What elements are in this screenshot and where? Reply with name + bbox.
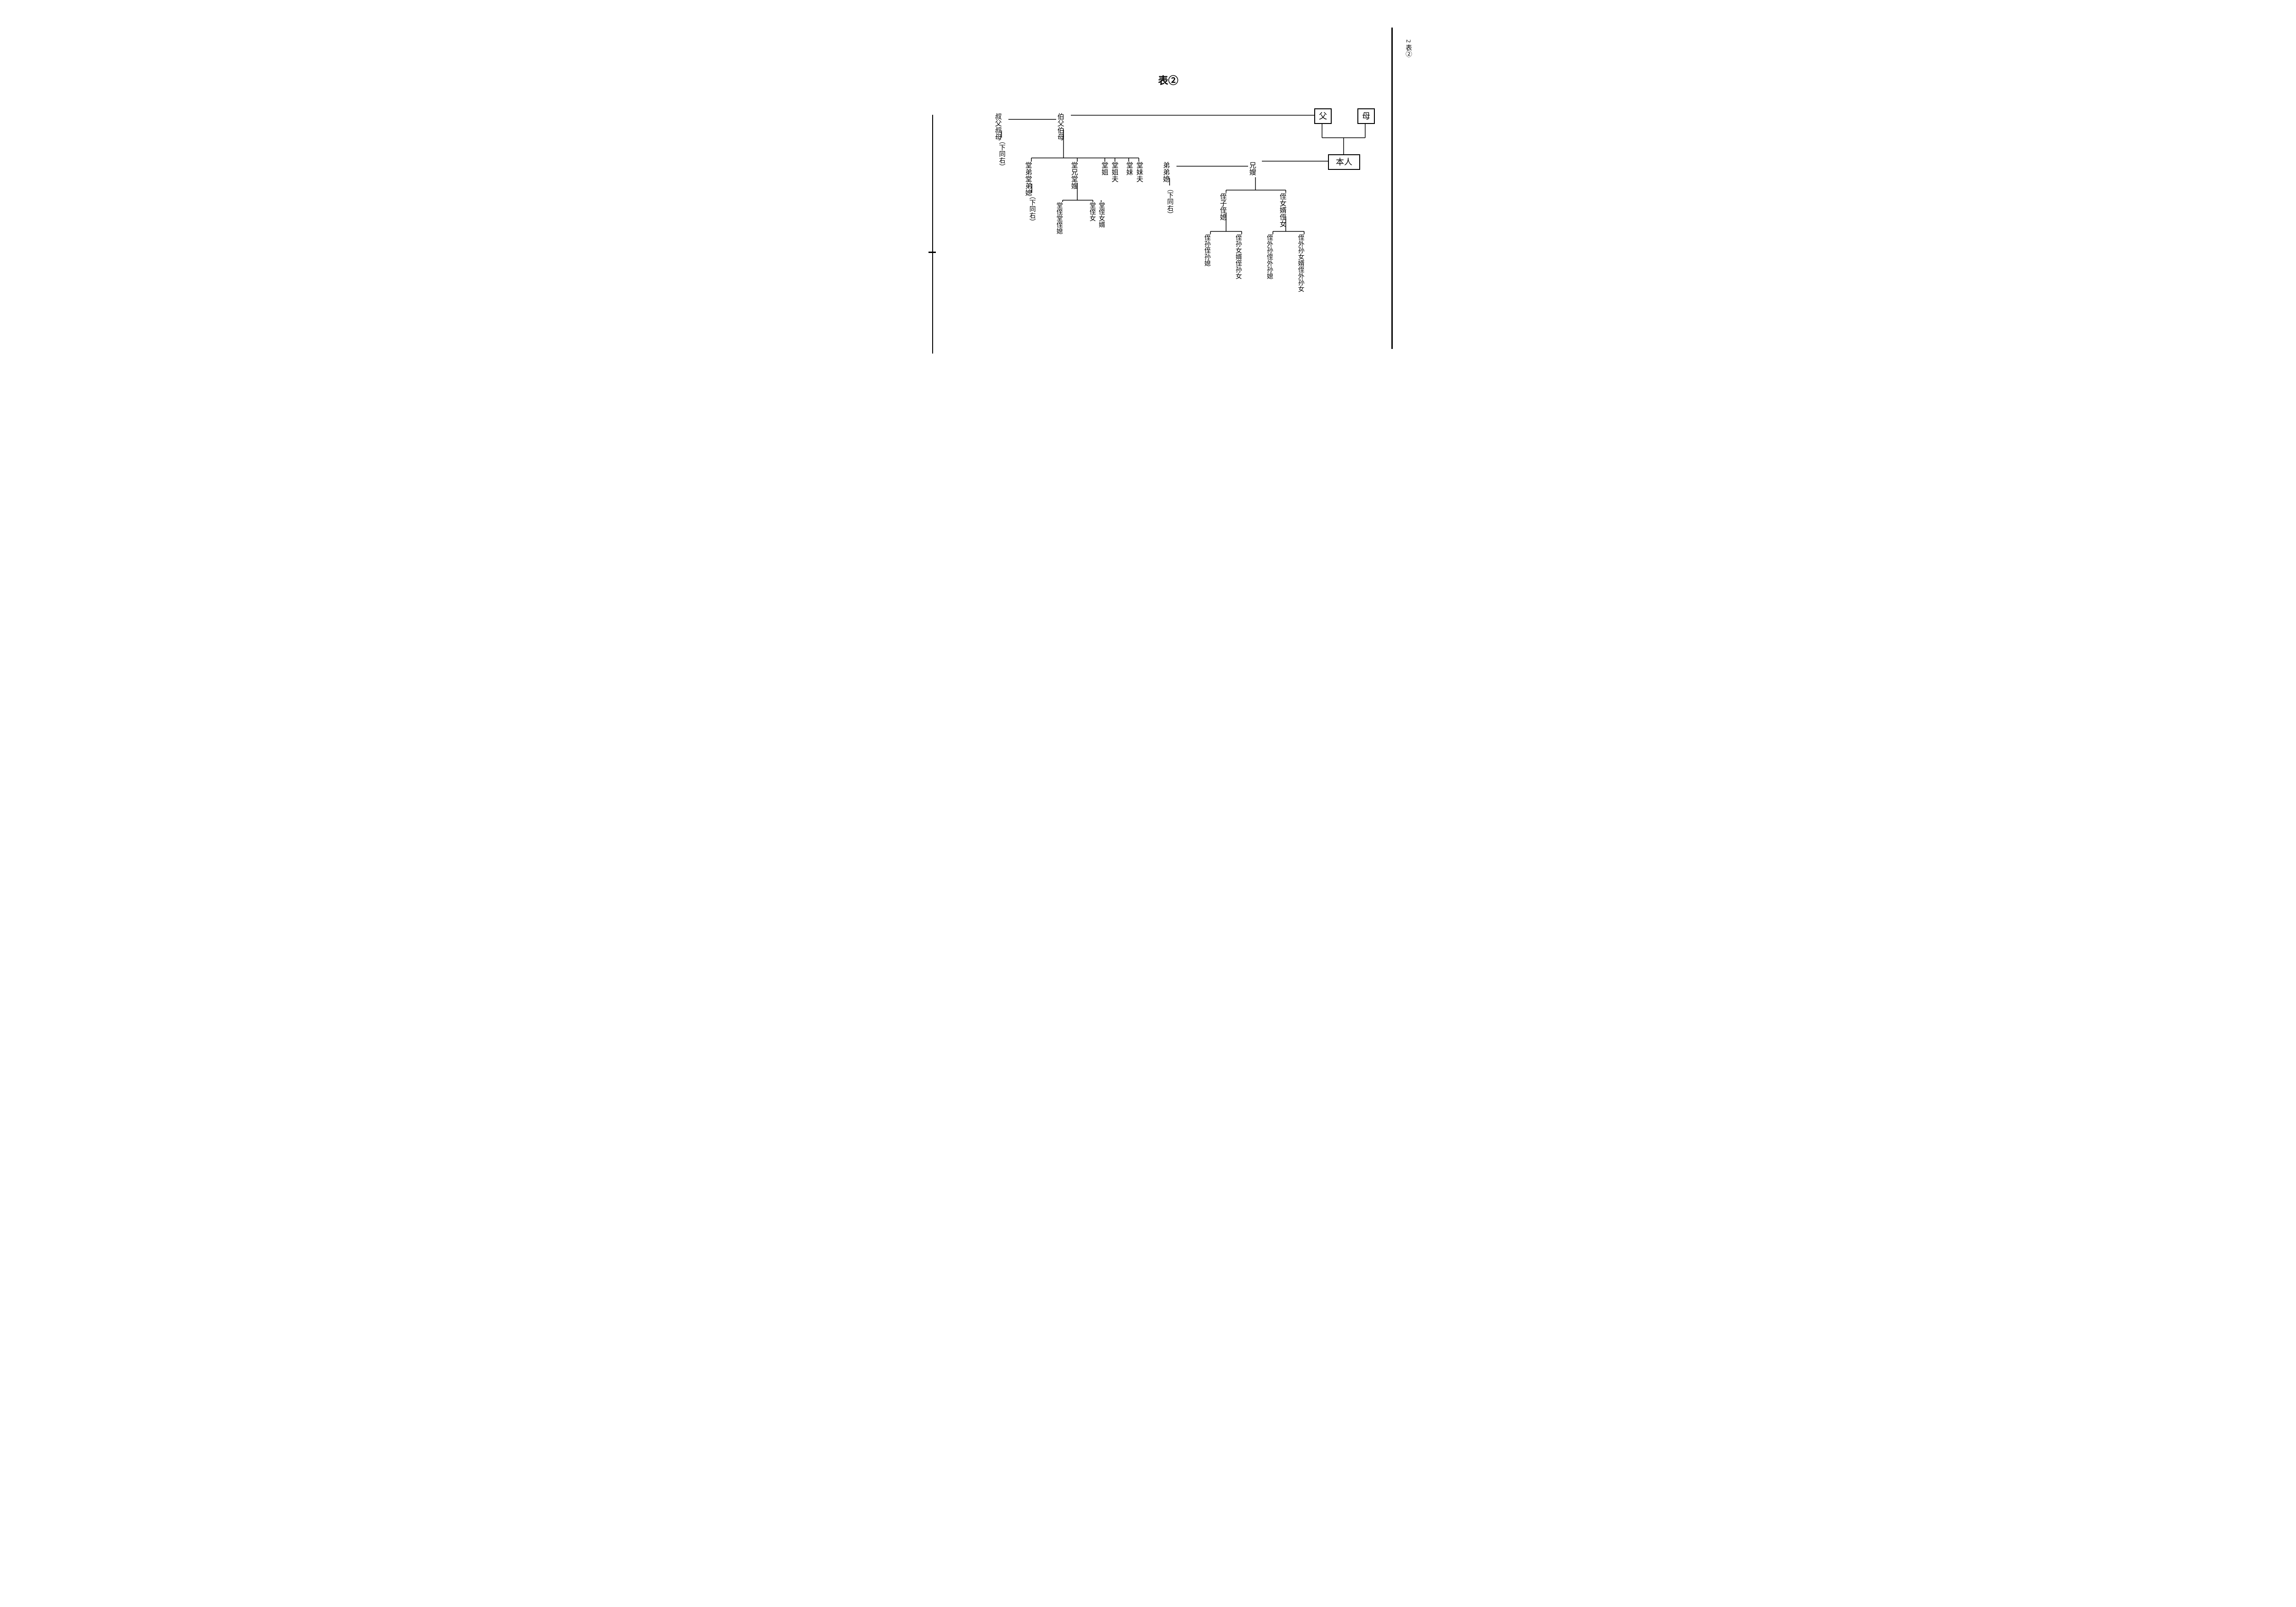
label-tang_jiefu-col: 堂姐夫 xyxy=(1110,162,1118,182)
label-tang_zhinuxu-col: 堂侄女婿 xyxy=(1097,202,1104,228)
label-zhiwaisunnu-col: 侄外孙女婿 xyxy=(1297,234,1304,266)
label-zhisun-col: 侄孙媳 xyxy=(1203,247,1210,266)
label-tang_zhi-col: 堂侄媳 xyxy=(1055,215,1062,234)
label-tang_jie-col: 堂姐 xyxy=(1100,162,1108,175)
label-tang_zhinu-col: 堂侄女 xyxy=(1088,202,1095,221)
label-tang_jie: 堂姐 xyxy=(1100,162,1108,175)
label-zhinu: 侄女婿侄女 xyxy=(1278,193,1286,227)
label-tangdi_note-col: ︵下同右︶ xyxy=(1028,193,1035,225)
label-shufu_note-col: ︵下同右︶ xyxy=(998,138,1005,170)
label-tang_di-col: 堂弟 xyxy=(1024,162,1031,175)
label-uncle_bofu-col: 伯父 xyxy=(1056,113,1064,127)
label-zhiwaisunnu-col: 侄外孙女 xyxy=(1297,266,1304,292)
label-zhisunnu-col: 侄孙女婿 xyxy=(1234,234,1241,260)
label-tang_zhi: 堂侄堂侄媳 xyxy=(1055,202,1062,234)
label-tang_di: 堂弟堂弟媳 xyxy=(1024,162,1031,196)
label-zhizi: 侄子侄媳 xyxy=(1219,193,1226,220)
label-zhisun: 侄孙侄孙媳 xyxy=(1203,234,1210,266)
label-zhisunnu-col: 侄孙女 xyxy=(1234,260,1241,279)
label-zhisun-col: 侄孙 xyxy=(1203,234,1210,247)
label-tang_mei-col: 堂妹 xyxy=(1125,162,1132,175)
label-shufu_note: ︵下同右︶ xyxy=(998,138,1005,170)
label-zhiwaisun-col: 侄外孙 xyxy=(1266,234,1272,253)
diagram-canvas: 表② 2 表② 父母本人伯父伯母叔父叔母︵下同右︶堂妹夫堂妹堂姐夫堂姐堂兄堂嫂堂… xyxy=(859,0,1437,390)
label-zhinu-col: 侄女婿 xyxy=(1278,193,1286,214)
page-margin-line xyxy=(932,115,933,354)
label-tang_zhi-col: 堂侄 xyxy=(1055,202,1062,215)
label-xiong_sao: 兄嫂 xyxy=(1248,162,1255,175)
diagram-title: 表② xyxy=(1158,73,1178,87)
label-di_dixi: 弟弟媳 xyxy=(1162,162,1169,182)
label-zhiwaisunnu: 侄外孙女婿侄外孙女 xyxy=(1297,234,1304,292)
label-zhiwaisun: 侄外孙侄外孙媳 xyxy=(1266,234,1272,279)
page-margin-line xyxy=(929,252,936,253)
label-tang_xiong-col: 堂嫂 xyxy=(1070,175,1077,189)
node-father: 父 xyxy=(1314,108,1332,124)
label-zhizi-col: 侄子 xyxy=(1219,193,1226,207)
label-tang_meifu: 堂妹夫 xyxy=(1135,162,1142,182)
label-zhiwaisun-col: 侄外孙媳 xyxy=(1266,253,1272,279)
label-tang_mei: 堂妹 xyxy=(1125,162,1132,175)
label-uncle_bofu: 伯父伯母 xyxy=(1056,113,1064,140)
label-uncle_shufu-col: 叔父 xyxy=(994,113,1001,127)
edge-layer xyxy=(859,0,1437,390)
label-di_note-col: ︵下同右︶ xyxy=(1166,185,1173,218)
label-di_dixi-col: 弟媳 xyxy=(1162,169,1169,182)
label-tang_xiong-col: 堂兄 xyxy=(1070,162,1077,175)
label-zhizi-col: 侄媳 xyxy=(1219,207,1226,220)
label-zhisunnu: 侄孙女婿侄孙女 xyxy=(1234,234,1241,279)
label-tang_zhinuxu: 堂侄女婿 xyxy=(1097,202,1104,228)
label-di_note: ︵下同右︶ xyxy=(1166,185,1173,218)
page-side-header: 2 表② xyxy=(1403,39,1412,57)
label-tang_xiong: 堂兄堂嫂 xyxy=(1070,162,1077,189)
label-xiong_sao-col: 嫂 xyxy=(1248,169,1255,175)
node-mother: 母 xyxy=(1357,108,1375,124)
node-self: 本人 xyxy=(1328,154,1360,170)
label-tang_meifu-col: 堂妹夫 xyxy=(1135,162,1142,182)
label-xiong_sao-col: 兄 xyxy=(1248,162,1255,169)
label-uncle_bofu-col: 伯母 xyxy=(1056,127,1064,140)
label-di_dixi-col: 弟 xyxy=(1162,162,1169,169)
label-uncle_shufu: 叔父叔母 xyxy=(994,113,1001,140)
label-tang_jiefu: 堂姐夫 xyxy=(1110,162,1118,182)
label-tangdi_note: ︵下同右︶ xyxy=(1028,193,1035,225)
label-zhinu-col: 侄女 xyxy=(1278,214,1286,227)
label-tang_zhinu: 堂侄女 xyxy=(1088,202,1095,221)
page-margin-line xyxy=(1391,28,1393,349)
